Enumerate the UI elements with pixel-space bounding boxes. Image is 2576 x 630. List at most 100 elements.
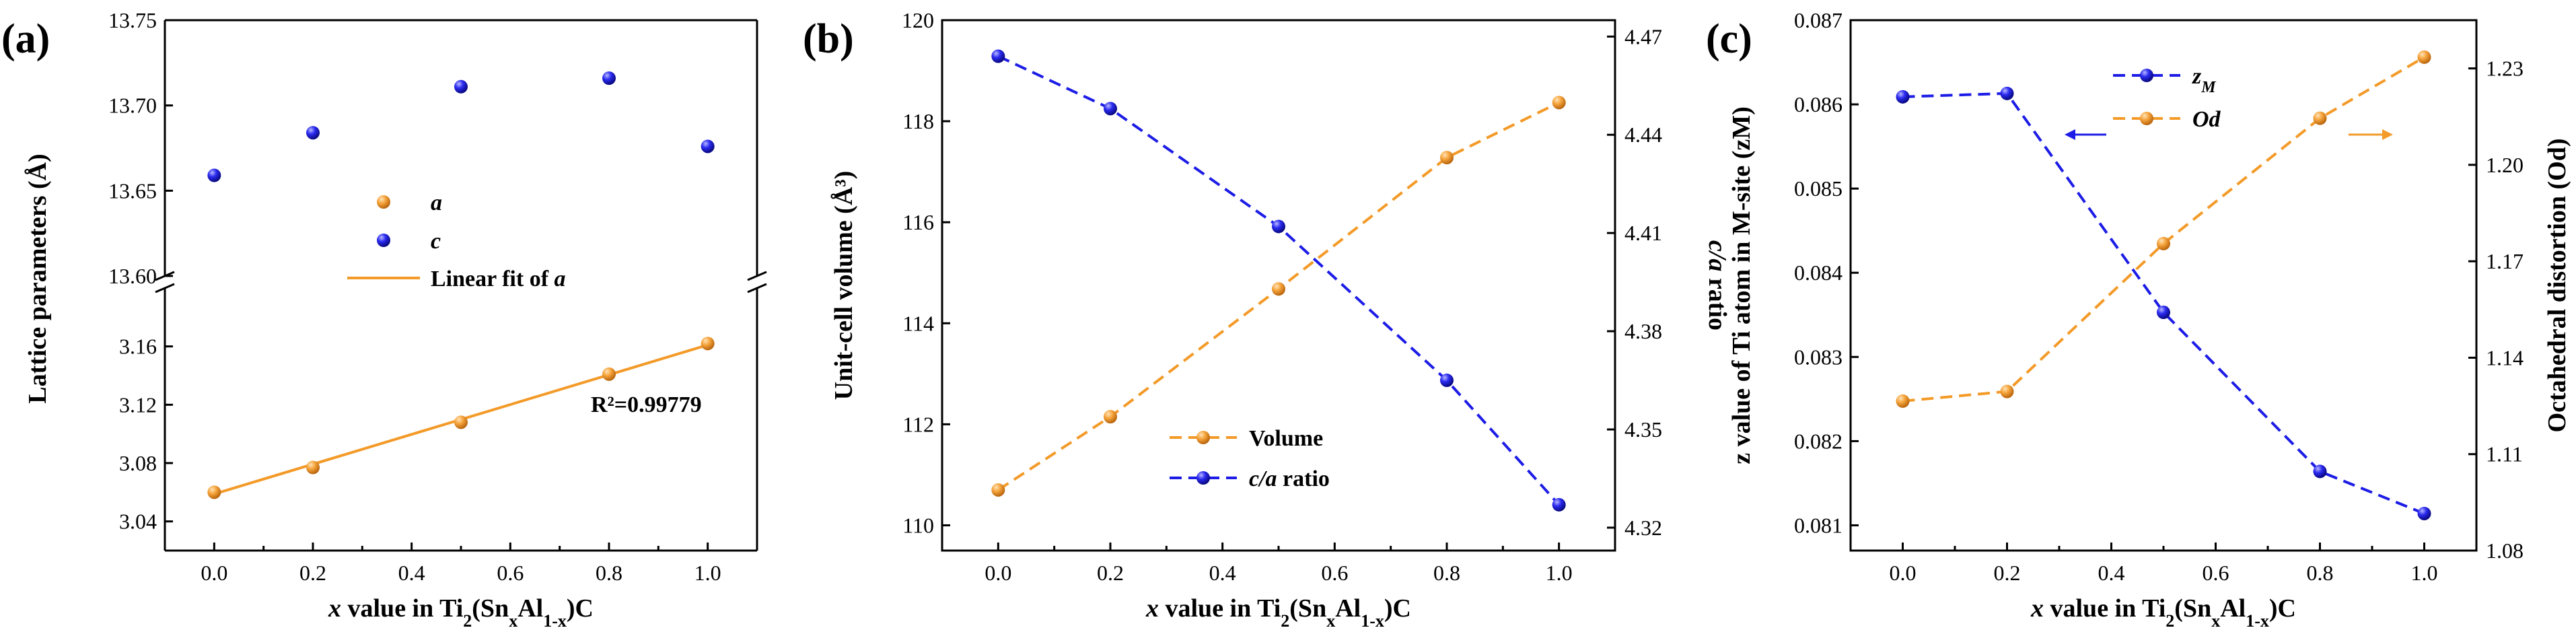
y-tick-label: 0.081 [1794, 513, 1842, 537]
legend-label-var: a [431, 190, 442, 215]
legend-label-text: ratio [1277, 466, 1330, 491]
data-point-a [602, 367, 616, 381]
legend-marker-od [2140, 112, 2153, 125]
x-axis-label-text: Al [517, 594, 543, 623]
data-point-c [207, 168, 221, 182]
data-point-a [454, 415, 468, 429]
y-axis-label-left: z value of Ti atom in M-site (zM) [1727, 106, 1756, 464]
x-axis-label-text: )C [1384, 594, 1411, 623]
y-tick-label: 120 [902, 8, 934, 32]
legend-label-zm: zM [2192, 64, 2217, 96]
legend-label-od: Od [2192, 107, 2221, 132]
x-axis-label-text: Al [1335, 594, 1361, 623]
x-axis-label-text: value in Ti [2044, 594, 2166, 623]
x-axis-label-text: )C [2269, 594, 2296, 623]
panel-label: (c) [1706, 16, 1752, 62]
y-tick-label: 0.086 [1794, 92, 1842, 116]
data-point-c [306, 126, 320, 140]
data-point-a [207, 485, 221, 499]
legend: zM Od [2113, 64, 2221, 132]
x-axis-label-text: (Sn [472, 594, 509, 623]
x-tick-label: 0.2 [1994, 561, 2021, 585]
y-tick-label: 13.75 [108, 8, 157, 32]
legend: Volume c/a ratio [1170, 426, 1330, 491]
legend-marker-ca [1196, 471, 1210, 485]
panel-b: (b) 110 112 114 116 118 120 4.32 4.35 4.38 4.41 4.4… [803, 8, 1731, 630]
x-tick-label: 0.2 [299, 561, 326, 585]
y-axis-label-text: ratio [1703, 271, 1731, 330]
x-tick-label: 0.0 [985, 561, 1011, 585]
data-point-c [602, 71, 616, 85]
data-point-zm [1896, 90, 1910, 104]
legend-label-var: a [554, 267, 566, 291]
y2-tick-label: 1.20 [2486, 153, 2524, 177]
panel-label: (a) [1, 16, 50, 62]
y-axis-label-var: c/a [1703, 240, 1731, 271]
x-axis-label-sub: 1-x [1361, 611, 1384, 630]
legend-label-var: Od [2192, 107, 2221, 132]
x-tick-label: 0.4 [398, 561, 425, 585]
data-point-c [454, 79, 468, 94]
y-tick-label: 13.65 [108, 178, 157, 203]
y2-tick-label: 4.41 [1624, 221, 1662, 245]
y-tick-label: 3.08 [119, 451, 157, 475]
y2-tick-label: 4.35 [1624, 417, 1662, 442]
y-tick-label: 0.087 [1794, 8, 1842, 32]
y2-tick-label: 4.38 [1624, 319, 1662, 343]
x-axis-label-sub: x [1326, 611, 1335, 630]
y2-tick-label: 1.23 [2486, 57, 2524, 81]
data-point-zm [2000, 86, 2014, 100]
y-tick-label: 13.60 [108, 264, 157, 288]
y-tick-label: 118 [902, 109, 934, 133]
data-point-volume [1440, 151, 1454, 165]
axis-break-mark [155, 283, 175, 293]
y2-tick-label: 4.32 [1624, 516, 1662, 540]
legend-marker-volume [1196, 431, 1210, 444]
x-tick-label: 0.8 [1433, 561, 1460, 585]
plot-frame [1849, 19, 2478, 552]
y-tick-label: 110 [902, 513, 934, 537]
x-axis-label-text: value in Ti [1159, 594, 1281, 623]
x-axis-label-text: Al [2220, 594, 2246, 623]
legend-label-ca: c/a ratio [1249, 466, 1330, 491]
y2-tick-label: 1.11 [2486, 442, 2523, 466]
y-axis-label: Lattice parameters (Å) [24, 153, 52, 403]
data-point-c [701, 139, 715, 153]
y2-tick-label: 1.17 [2486, 249, 2524, 273]
x-tick-label: 0.8 [2307, 561, 2334, 585]
legend-label-var: c [431, 229, 441, 254]
y-tick-label: 116 [902, 210, 934, 234]
legend-label-a: a [431, 190, 442, 215]
y-tick-label: 13.70 [108, 94, 157, 118]
data-point-volume [991, 483, 1005, 497]
y-tick-label: 3.04 [119, 510, 157, 534]
series-line-zm [1902, 92, 2425, 515]
legend-label-c: c [431, 229, 441, 254]
y-tick-label: 0.084 [1794, 260, 1842, 285]
legend-label-fit: Linear fit of a [431, 267, 566, 291]
x-tick-label: 1.0 [2411, 561, 2438, 585]
legend-marker-zm [2140, 69, 2153, 82]
x-axis-label-sub: x [2211, 611, 2220, 630]
data-point-od [2157, 236, 2170, 250]
x-axis-label-sub: 2 [1281, 611, 1289, 630]
x-tick-label: 0.4 [1209, 561, 1236, 585]
y-tick-label: 3.12 [119, 392, 157, 417]
legend-label-var: c/a [1249, 466, 1277, 491]
x-axis-label-text: (Sn [1289, 594, 1326, 623]
series-line-od [1902, 56, 2425, 403]
x-axis-label-sub: 1-x [543, 611, 567, 630]
x-axis-label-text: value in Ti [341, 594, 463, 623]
panel-a: (a) 13.60 13.65 13.70 13.75 3.04 3.08 3.12 3.16 0… [1, 8, 767, 630]
x-axis-label-var: x [1145, 594, 1159, 623]
x-axis-label-text: )C [567, 594, 594, 623]
data-point-volume [1272, 282, 1285, 296]
legend-marker-a [377, 195, 390, 209]
data-point-od [2313, 111, 2327, 125]
x-tick-label: 0.4 [2098, 561, 2125, 585]
y-tick-label: 0.082 [1794, 429, 1842, 453]
data-point-zm [2157, 306, 2170, 320]
x-tick-label: 0.8 [596, 561, 622, 585]
